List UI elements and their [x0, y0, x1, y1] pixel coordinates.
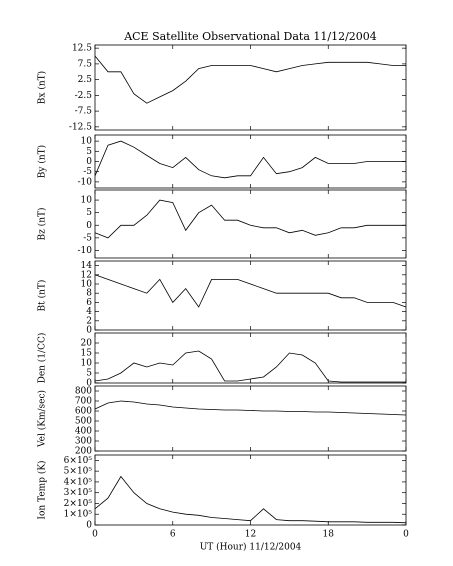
y-tick-label: -5 — [83, 233, 92, 243]
plot-frame — [94, 134, 407, 189]
y-tick-label: 5 — [86, 147, 92, 157]
y-axis-label: By (nT) — [37, 145, 48, 178]
y-tick-label: 400 — [75, 427, 92, 437]
y-tick-label: 2.5 — [78, 75, 93, 85]
plot-frame — [94, 44, 407, 131]
x-tick-label: 6 — [170, 530, 176, 540]
y-tick-label: 12.5 — [72, 44, 92, 54]
x-tick-label: 12 — [245, 530, 256, 540]
y-tick-label: 0 — [86, 521, 92, 531]
chart-title: ACE Satellite Observational Data 11/12/2… — [123, 30, 377, 43]
y-axis-label: Ion Temp (K) — [37, 460, 48, 519]
x-tick-label: 18 — [323, 530, 335, 540]
y-tick-label: 6 — [86, 298, 92, 308]
x-axis-label: UT (Hour) 11/12/2004 — [200, 542, 302, 553]
y-tick-label: 10 — [81, 137, 93, 147]
y-tick-label: 0 — [86, 379, 92, 389]
y-axis-label: Den (1/CC) — [37, 333, 48, 384]
x-tick-label: 0 — [403, 530, 409, 540]
y-tick-label: 5 — [86, 369, 92, 379]
y-tick-label: 700 — [75, 397, 92, 407]
plot-frame — [94, 189, 407, 259]
y-tick-label: 4×10⁵ — [64, 477, 93, 487]
y-tick-label: 600 — [75, 407, 92, 417]
data-line — [94, 140, 406, 179]
y-tick-label: 6×10⁵ — [64, 456, 93, 466]
y-tick-label: 2×10⁵ — [64, 499, 93, 509]
data-line — [94, 350, 406, 383]
y-tick-label: 12 — [81, 270, 92, 280]
y-tick-label: 20 — [81, 339, 93, 349]
y-tick-label: 10 — [81, 280, 93, 290]
plot-frame — [94, 332, 407, 384]
y-tick-label: 5 — [86, 208, 92, 218]
y-axis-label: Bt (nT) — [37, 280, 48, 312]
y-tick-label: 7.5 — [78, 59, 93, 69]
plot-frame — [94, 260, 407, 331]
x-tick-label: 0 — [92, 530, 98, 540]
data-line — [94, 55, 406, 104]
data-line — [94, 199, 406, 239]
y-tick-label: -10 — [78, 246, 93, 256]
y-tick-label: 300 — [75, 437, 92, 447]
y-tick-label: 0 — [86, 326, 92, 336]
data-line — [94, 400, 407, 416]
data-line — [94, 475, 407, 524]
y-tick-label: 1×10⁵ — [64, 510, 93, 520]
y-axis-label: Bz (nT) — [37, 207, 48, 240]
y-tick-label: 3×10⁵ — [64, 488, 93, 498]
y-tick-label: 15 — [81, 349, 93, 359]
y-tick-label: 0 — [86, 221, 92, 231]
y-tick-label: 5×10⁵ — [64, 467, 93, 477]
y-axis-label: Vel (Km/sec) — [37, 390, 48, 448]
plot-frame — [94, 385, 407, 452]
y-tick-label: 4 — [86, 307, 92, 317]
y-tick-label: 14 — [81, 261, 93, 271]
y-axis-label: Bx (nT) — [37, 71, 48, 104]
y-tick-label: -2.5 — [75, 91, 93, 101]
y-tick-label: -10 — [78, 177, 93, 187]
y-tick-label: 10 — [81, 359, 93, 369]
y-tick-label: 800 — [75, 387, 92, 397]
y-tick-label: 10 — [81, 196, 93, 206]
data-line — [94, 274, 407, 308]
y-tick-label: 0 — [86, 157, 92, 167]
y-tick-label: -12.5 — [69, 122, 92, 132]
y-tick-label: 8 — [86, 289, 92, 299]
y-tick-label: -5 — [83, 167, 92, 177]
y-tick-label: 2 — [86, 316, 92, 326]
y-tick-label: 500 — [75, 417, 92, 427]
plot-frame — [94, 454, 407, 526]
y-tick-label: 200 — [75, 447, 92, 457]
y-tick-label: -7.5 — [75, 107, 93, 117]
